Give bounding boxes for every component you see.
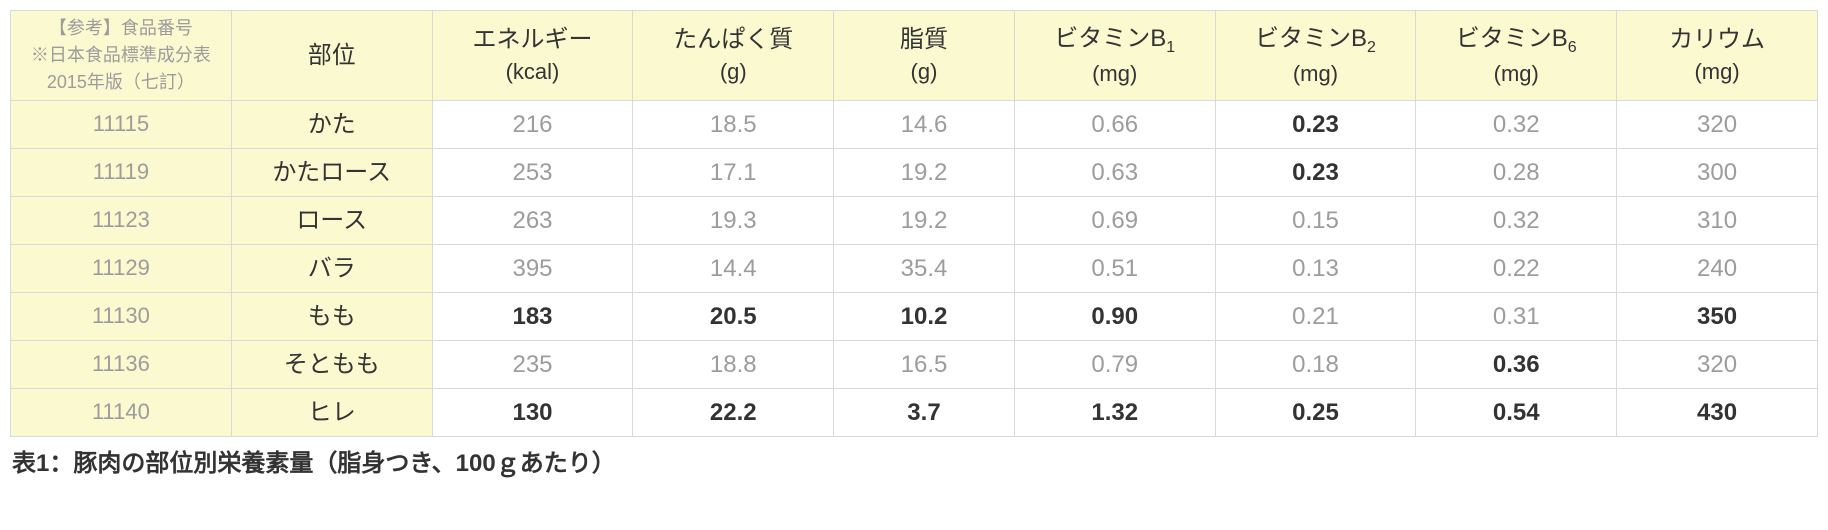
value-cell: 18.8	[633, 341, 834, 389]
value-cell: 35.4	[834, 245, 1015, 293]
food-code: 11136	[11, 341, 232, 389]
cut-name: バラ	[231, 245, 432, 293]
value-cell: 0.51	[1014, 245, 1215, 293]
value-cell: 0.28	[1416, 149, 1617, 197]
table-head: 【参考】食品番号※日本食品標準成分表2015年版（七訂）部位エネルギー(kcal…	[11, 11, 1818, 101]
cut-name: かた	[231, 101, 432, 149]
value-cell: 19.3	[633, 197, 834, 245]
table-row: 11129バラ39514.435.40.510.130.22240	[11, 245, 1818, 293]
value-cell: 0.54	[1416, 389, 1617, 437]
value-cell: 19.2	[834, 197, 1015, 245]
value-cell: 0.63	[1014, 149, 1215, 197]
cut-name: ヒレ	[231, 389, 432, 437]
value-cell: 253	[432, 149, 633, 197]
col-header: ビタミンB6(mg)	[1416, 11, 1617, 101]
value-cell: 0.69	[1014, 197, 1215, 245]
cut-name: かたロース	[231, 149, 432, 197]
value-cell: 0.90	[1014, 293, 1215, 341]
col-header: ビタミンB1(mg)	[1014, 11, 1215, 101]
table-row: 11130もも18320.510.20.900.210.31350	[11, 293, 1818, 341]
col-header: たんぱく質(g)	[633, 11, 834, 101]
value-cell: 183	[432, 293, 633, 341]
value-cell: 1.32	[1014, 389, 1215, 437]
value-cell: 310	[1617, 197, 1818, 245]
cut-name: もも	[231, 293, 432, 341]
value-cell: 0.36	[1416, 341, 1617, 389]
value-cell: 0.66	[1014, 101, 1215, 149]
value-cell: 320	[1617, 101, 1818, 149]
value-cell: 14.4	[633, 245, 834, 293]
cut-name: そともも	[231, 341, 432, 389]
value-cell: 240	[1617, 245, 1818, 293]
food-code: 11115	[11, 101, 232, 149]
value-cell: 216	[432, 101, 633, 149]
ref-header: 【参考】食品番号※日本食品標準成分表2015年版（七訂）	[11, 11, 232, 101]
table-body: 11115かた21618.514.60.660.230.3232011119かた…	[11, 101, 1818, 437]
value-cell: 16.5	[834, 341, 1015, 389]
table-row: 11119かたロース25317.119.20.630.230.28300	[11, 149, 1818, 197]
value-cell: 14.6	[834, 101, 1015, 149]
table-row: 11123ロース26319.319.20.690.150.32310	[11, 197, 1818, 245]
value-cell: 10.2	[834, 293, 1015, 341]
value-cell: 0.32	[1416, 197, 1617, 245]
table-row: 11140ヒレ13022.23.71.320.250.54430	[11, 389, 1818, 437]
value-cell: 395	[432, 245, 633, 293]
value-cell: 235	[432, 341, 633, 389]
col-header: ビタミンB2(mg)	[1215, 11, 1416, 101]
value-cell: 3.7	[834, 389, 1015, 437]
table-row: 11136そともも23518.816.50.790.180.36320	[11, 341, 1818, 389]
value-cell: 20.5	[633, 293, 834, 341]
value-cell: 320	[1617, 341, 1818, 389]
value-cell: 0.23	[1215, 101, 1416, 149]
food-code: 11129	[11, 245, 232, 293]
value-cell: 0.23	[1215, 149, 1416, 197]
value-cell: 0.18	[1215, 341, 1416, 389]
value-cell: 0.13	[1215, 245, 1416, 293]
value-cell: 19.2	[834, 149, 1015, 197]
value-cell: 130	[432, 389, 633, 437]
food-code: 11119	[11, 149, 232, 197]
value-cell: 17.1	[633, 149, 834, 197]
cut-name: ロース	[231, 197, 432, 245]
value-cell: 300	[1617, 149, 1818, 197]
value-cell: 18.5	[633, 101, 834, 149]
header-row: 【参考】食品番号※日本食品標準成分表2015年版（七訂）部位エネルギー(kcal…	[11, 11, 1818, 101]
value-cell: 0.79	[1014, 341, 1215, 389]
value-cell: 263	[432, 197, 633, 245]
value-cell: 0.31	[1416, 293, 1617, 341]
value-cell: 0.25	[1215, 389, 1416, 437]
value-cell: 0.22	[1416, 245, 1617, 293]
col-header: 脂質(g)	[834, 11, 1015, 101]
col-header: カリウム(mg)	[1617, 11, 1818, 101]
value-cell: 0.21	[1215, 293, 1416, 341]
table-caption: 表1：豚肉の部位別栄養素量（脂身つき、100ｇあたり）	[12, 443, 1818, 478]
food-code: 11140	[11, 389, 232, 437]
nutrition-table: 【参考】食品番号※日本食品標準成分表2015年版（七訂）部位エネルギー(kcal…	[10, 10, 1818, 437]
food-code: 11123	[11, 197, 232, 245]
food-code: 11130	[11, 293, 232, 341]
value-cell: 22.2	[633, 389, 834, 437]
value-cell: 430	[1617, 389, 1818, 437]
col-header: エネルギー(kcal)	[432, 11, 633, 101]
table-row: 11115かた21618.514.60.660.230.32320	[11, 101, 1818, 149]
col-header: 部位	[231, 11, 432, 101]
value-cell: 350	[1617, 293, 1818, 341]
value-cell: 0.32	[1416, 101, 1617, 149]
value-cell: 0.15	[1215, 197, 1416, 245]
